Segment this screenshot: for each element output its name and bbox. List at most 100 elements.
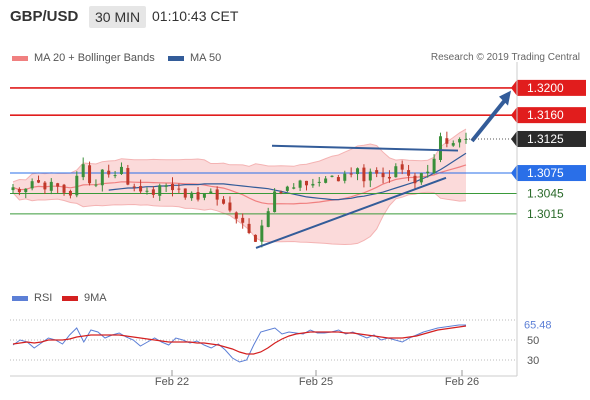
candle-body bbox=[285, 186, 289, 191]
rsi-swatch bbox=[12, 295, 28, 301]
candle-body bbox=[445, 138, 449, 144]
legend-rsi: RSI bbox=[12, 292, 52, 304]
x-axis: Feb 22 Feb 25 Feb 26 bbox=[10, 62, 518, 388]
candle-body bbox=[151, 189, 155, 195]
ma9-legend-label: 9MA bbox=[84, 292, 107, 304]
level-label-1.3045: 1.3045 bbox=[527, 186, 564, 200]
candle-body bbox=[394, 166, 398, 178]
candle-body bbox=[381, 172, 385, 178]
candle-body bbox=[183, 188, 187, 198]
candle-body bbox=[407, 170, 411, 176]
candle-body bbox=[426, 171, 430, 174]
candle-body bbox=[164, 185, 168, 187]
candle-body bbox=[458, 138, 462, 143]
candle-body bbox=[68, 190, 72, 196]
current-price-label-bg bbox=[517, 130, 586, 147]
x-tick-label: Feb 26 bbox=[445, 376, 479, 388]
candle-body bbox=[451, 143, 455, 146]
candle-body bbox=[234, 212, 238, 219]
candle-body bbox=[304, 180, 308, 186]
level-label-1.3160: 1.3160 bbox=[527, 108, 564, 122]
candle-body bbox=[356, 168, 360, 175]
candles bbox=[11, 131, 468, 248]
candle-body bbox=[292, 187, 296, 189]
candle-body bbox=[177, 188, 181, 190]
rsi-line bbox=[12, 324, 466, 363]
candle-body bbox=[113, 175, 117, 177]
rsi-ma9-line bbox=[12, 325, 467, 355]
bollinger-bands bbox=[12, 128, 467, 246]
rsi-tick-label: 30 bbox=[527, 355, 539, 367]
header: GBP/USD 30 MIN 01:10:43 CET bbox=[0, 0, 590, 36]
candle-body bbox=[432, 158, 436, 174]
level-label-1.3200-pointer bbox=[511, 79, 517, 96]
candle-body bbox=[132, 186, 136, 188]
candle-body bbox=[94, 184, 98, 186]
projection-arrow-shaft bbox=[470, 96, 509, 143]
legend-ma9: 9MA bbox=[62, 292, 107, 304]
candle-body bbox=[266, 211, 270, 227]
level-label-1.3075-pointer bbox=[511, 165, 517, 182]
candle-body bbox=[311, 183, 315, 186]
candle-body bbox=[215, 189, 219, 200]
rsi-tick-label: 50 bbox=[527, 335, 539, 347]
candle-body bbox=[438, 136, 442, 160]
bollinger-band-fill bbox=[13, 129, 466, 245]
candle-body bbox=[317, 181, 321, 183]
candle-body bbox=[253, 234, 257, 242]
ma50-legend-label: MA 50 bbox=[190, 52, 222, 64]
candle-body bbox=[17, 188, 21, 193]
candle-body bbox=[413, 175, 417, 184]
candle-body bbox=[11, 187, 15, 191]
trendlines bbox=[255, 90, 517, 249]
candle-body bbox=[228, 202, 232, 211]
candle-body bbox=[30, 181, 34, 189]
candle-body bbox=[62, 184, 66, 193]
credit: Research © 2019 Trading Central bbox=[430, 52, 580, 63]
candle-body bbox=[222, 199, 226, 204]
candle-body bbox=[336, 177, 340, 182]
support-trendline bbox=[255, 176, 447, 249]
projection-arrow-head bbox=[499, 90, 511, 106]
candle-body bbox=[49, 181, 53, 191]
candle-body bbox=[145, 190, 149, 192]
candle-body bbox=[324, 178, 328, 183]
candle-body bbox=[126, 168, 130, 185]
ma50-swatch bbox=[168, 55, 184, 61]
rsi-legend-label: RSI bbox=[34, 292, 53, 304]
bollinger-upper-line bbox=[12, 128, 467, 183]
x-tick-label: Feb 22 bbox=[155, 376, 189, 388]
level-label-1.3200: 1.3200 bbox=[527, 81, 564, 95]
candle-body bbox=[202, 193, 206, 198]
candle-body bbox=[107, 170, 111, 175]
candle-body bbox=[209, 191, 213, 194]
candle-body bbox=[196, 192, 200, 200]
level-label-1.3075: 1.3075 bbox=[527, 166, 564, 180]
ma50-line bbox=[108, 152, 467, 201]
candle-body bbox=[273, 191, 277, 213]
pair-title: GBP/USD bbox=[10, 8, 79, 25]
candle-body bbox=[43, 182, 47, 190]
candle-body bbox=[375, 170, 379, 174]
candle-body bbox=[100, 169, 104, 186]
candle-body bbox=[349, 173, 353, 175]
current-price-label-pointer bbox=[511, 130, 517, 147]
bollinger-lower-line bbox=[12, 191, 467, 246]
candle-body bbox=[362, 167, 366, 182]
bb-legend-label: MA 20 + Bollinger Bands bbox=[34, 52, 155, 64]
x-tick-label: Feb 25 bbox=[299, 376, 333, 388]
candle-body bbox=[190, 192, 194, 199]
candle-body bbox=[75, 175, 79, 196]
candle-body bbox=[387, 176, 391, 179]
candle-body bbox=[419, 173, 423, 183]
timeframe-badge[interactable]: 30 MIN bbox=[89, 6, 147, 28]
bb-swatch bbox=[12, 55, 28, 61]
rsi-panel: 50 30 65.48 bbox=[10, 319, 552, 367]
candle-body bbox=[56, 183, 60, 187]
level-label-1.3015: 1.3015 bbox=[527, 207, 564, 221]
level-label-1.3200-bg bbox=[517, 79, 586, 96]
level-label-1.3160-pointer bbox=[511, 107, 517, 124]
candle-body bbox=[368, 171, 372, 181]
candle-body bbox=[158, 185, 162, 196]
current-price-label: 1.3125 bbox=[527, 132, 564, 146]
